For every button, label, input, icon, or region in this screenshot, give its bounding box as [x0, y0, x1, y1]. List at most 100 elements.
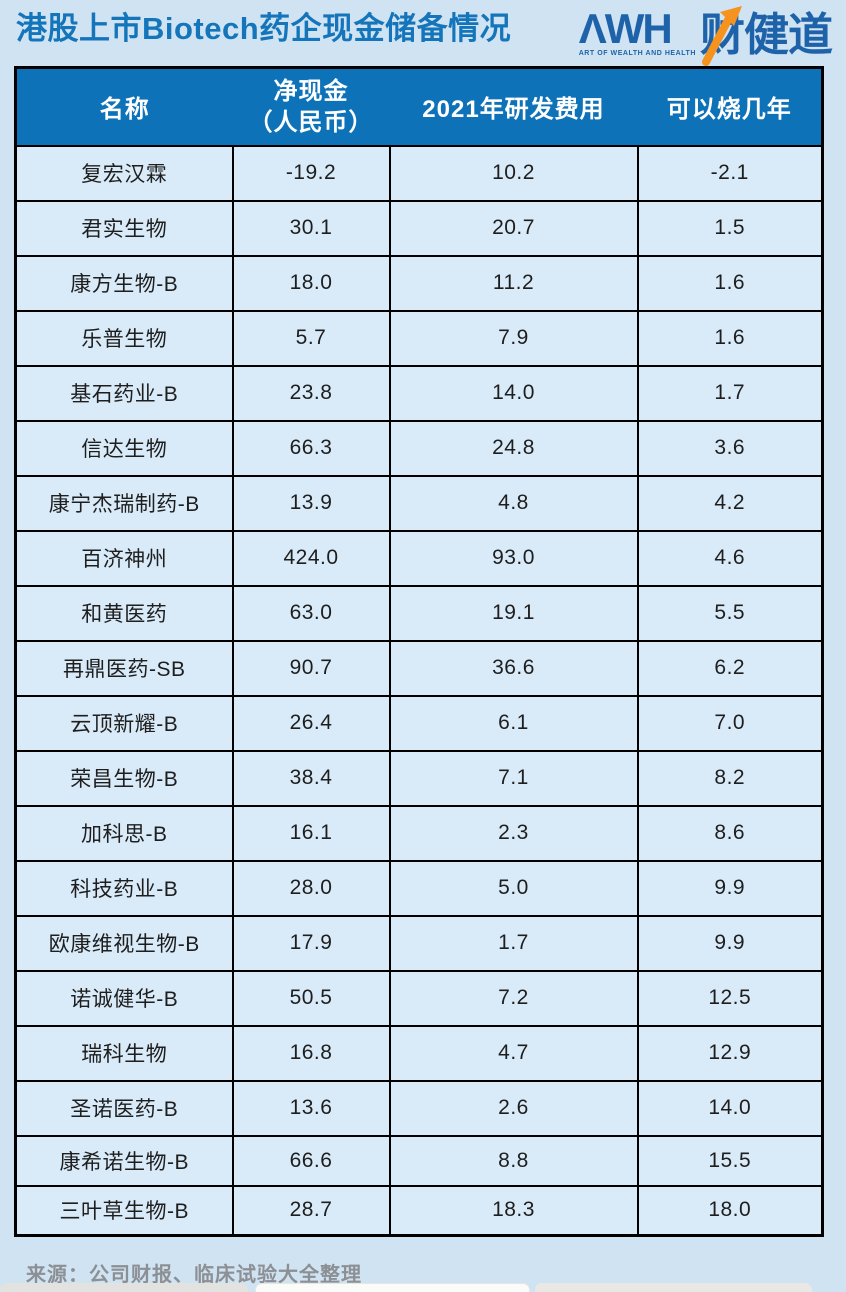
cell-net-cash: 23.8 [231, 364, 391, 422]
logo-brand-cn: 财健道 [699, 9, 833, 60]
cell-years-runway: 9.9 [636, 859, 824, 917]
cell-net-cash: 90.7 [231, 639, 391, 697]
cell-name: 欧康维视生物-B [14, 914, 234, 972]
top-bar: 港股上市Biotech药企现金储备情况 ΛWH ART OF WEALTH AN… [0, 0, 846, 66]
cell-net-cash: 13.9 [231, 474, 391, 532]
cell-net-cash: 66.6 [231, 1134, 391, 1187]
cell-name: 君实生物 [14, 199, 234, 257]
cell-name: 三叶草生物-B [14, 1184, 234, 1237]
logo-wordmark: ΛWH [578, 5, 673, 52]
cell-years-runway: 14.0 [636, 1079, 824, 1137]
cell-rd-expense-2021: 20.7 [388, 199, 639, 257]
cell-rd-expense-2021: 5.0 [388, 859, 639, 917]
cell-years-runway: 1.6 [636, 309, 824, 367]
cell-net-cash: 16.1 [231, 804, 391, 862]
logo-wordmark-block: ΛWH ART OF WEALTH AND HEALTH [578, 5, 696, 57]
table-row: 君实生物 30.1 20.7 1.5 [14, 199, 824, 257]
table-row: 三叶草生物-B 28.7 18.3 18.0 [14, 1184, 824, 1237]
table-row: 圣诺医药-B 13.6 2.6 14.0 [14, 1079, 824, 1137]
cell-years-runway: 1.7 [636, 364, 824, 422]
cell-years-runway: 6.2 [636, 639, 824, 697]
logo-cn-block: 财健道 [699, 6, 833, 66]
cell-name: 百济神州 [14, 529, 234, 587]
cell-net-cash: 424.0 [231, 529, 391, 587]
cell-rd-expense-2021: 4.8 [388, 474, 639, 532]
cell-years-runway: 18.0 [636, 1184, 824, 1237]
page-title: 港股上市Biotech药企现金储备情况 [16, 11, 512, 46]
brand-logo: ΛWH ART OF WEALTH AND HEALTH 财健道 [578, 5, 833, 66]
logo-tagline: ART OF WEALTH AND HEALTH [578, 49, 696, 57]
cell-years-runway: -2.1 [636, 144, 824, 202]
cell-name: 乐普生物 [14, 309, 234, 367]
cell-rd-expense-2021: 18.3 [388, 1184, 639, 1237]
table-row: 基石药业-B 23.8 14.0 1.7 [14, 364, 824, 422]
source-note: 来源：公司财报、临床试验大全整理 [26, 1264, 362, 1286]
cell-name: 瑞科生物 [14, 1024, 234, 1082]
cell-net-cash: 17.9 [231, 914, 391, 972]
table-row: 信达生物 66.3 24.8 3.6 [14, 419, 824, 477]
cell-years-runway: 3.6 [636, 419, 824, 477]
table-row: 荣昌生物-B 38.4 7.1 8.2 [14, 749, 824, 807]
cell-net-cash: 63.0 [231, 584, 391, 642]
cell-name: 基石药业-B [14, 364, 234, 422]
table-row: 乐普生物 5.7 7.9 1.6 [14, 309, 824, 367]
cell-net-cash: 38.4 [231, 749, 391, 807]
table-row: 诺诚健华-B 50.5 7.2 12.5 [14, 969, 824, 1027]
bottom-cards-strip [0, 1283, 846, 1292]
cell-net-cash: 28.0 [231, 859, 391, 917]
cell-rd-expense-2021: 36.6 [388, 639, 639, 697]
table-row: 瑞科生物 16.8 4.7 12.9 [14, 1024, 824, 1082]
cell-net-cash: 26.4 [231, 694, 391, 752]
cell-years-runway: 4.2 [636, 474, 824, 532]
cell-rd-expense-2021: 93.0 [388, 529, 639, 587]
cell-rd-expense-2021: 19.1 [388, 584, 639, 642]
cell-name: 和黄医药 [14, 584, 234, 642]
table-row: 康希诺生物-B 66.6 8.8 15.5 [14, 1134, 824, 1187]
cell-name: 复宏汉霖 [14, 144, 234, 202]
cell-years-runway: 7.0 [636, 694, 824, 752]
cell-name: 加科思-B [14, 804, 234, 862]
header-name: 名称 [15, 67, 233, 146]
cell-name: 康希诺生物-B [14, 1134, 234, 1187]
cell-net-cash: 50.5 [231, 969, 391, 1027]
table-header: 名称 净现金 （人民币） 2021年研发费用 可以烧几年 [15, 67, 823, 146]
cell-name: 诺诚健华-B [14, 969, 234, 1027]
cell-net-cash: 18.0 [231, 254, 391, 312]
table-row: 再鼎医药-SB 90.7 36.6 6.2 [14, 639, 824, 697]
cell-rd-expense-2021: 2.6 [388, 1079, 639, 1137]
cell-years-runway: 8.6 [636, 804, 824, 862]
header-net-cash-line2: （人民币） [248, 108, 374, 136]
bottom-card [255, 1283, 530, 1292]
cell-rd-expense-2021: 7.1 [388, 749, 639, 807]
table-row: 云顶新耀-B 26.4 6.1 7.0 [14, 694, 824, 752]
cell-rd-expense-2021: 24.8 [388, 419, 639, 477]
cell-name: 圣诺医药-B [14, 1079, 234, 1137]
cell-years-runway: 12.5 [636, 969, 824, 1027]
table-row: 加科思-B 16.1 2.3 8.6 [14, 804, 824, 862]
cell-rd-expense-2021: 14.0 [388, 364, 639, 422]
header-years-runway: 可以烧几年 [637, 67, 823, 146]
cell-name: 康宁杰瑞制药-B [14, 474, 234, 532]
table-row: 欧康维视生物-B 17.9 1.7 9.9 [14, 914, 824, 972]
cell-name: 信达生物 [14, 419, 234, 477]
cell-name: 云顶新耀-B [14, 694, 234, 752]
cell-net-cash: 5.7 [231, 309, 391, 367]
cell-rd-expense-2021: 4.7 [388, 1024, 639, 1082]
cell-years-runway: 9.9 [636, 914, 824, 972]
cell-rd-expense-2021: 10.2 [388, 144, 639, 202]
header-net-cash-line1: 净现金 [273, 77, 349, 105]
table-body: 复宏汉霖 -19.2 10.2 -2.1 君实生物 30.1 20.7 1.5 康方生物-B 18… [14, 144, 824, 1237]
cell-years-runway: 5.5 [636, 584, 824, 642]
cell-name: 再鼎医药-SB [14, 639, 234, 697]
cell-years-runway: 15.5 [636, 1134, 824, 1187]
table-row: 复宏汉霖 -19.2 10.2 -2.1 [14, 144, 824, 202]
cell-net-cash: 16.8 [231, 1024, 391, 1082]
cell-years-runway: 1.5 [636, 199, 824, 257]
cell-rd-expense-2021: 8.8 [388, 1134, 639, 1187]
cell-net-cash: 30.1 [231, 199, 391, 257]
table-row: 康宁杰瑞制药-B 13.9 4.8 4.2 [14, 474, 824, 532]
cell-rd-expense-2021: 7.9 [388, 309, 639, 367]
cash-reserve-table: 名称 净现金 （人民币） 2021年研发费用 可以烧几年 复宏汉霖 -19.2 10… [14, 66, 824, 1237]
cell-rd-expense-2021: 2.3 [388, 804, 639, 862]
